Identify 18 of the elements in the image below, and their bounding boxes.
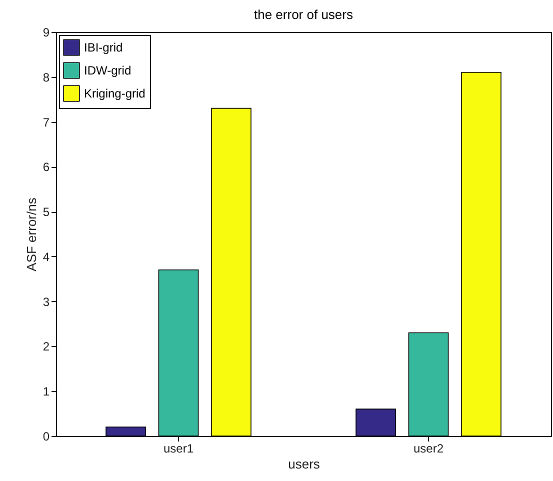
y-tick-label: 8 — [42, 70, 50, 84]
y-axis-title: ASF error/ns — [24, 197, 39, 272]
x-tick-label: user2 — [413, 442, 444, 456]
y-tick-label: 2 — [42, 340, 50, 354]
x-axis-title: users — [288, 456, 320, 472]
legend-label: IBI-grid — [84, 40, 123, 54]
x-tick-label: user1 — [163, 442, 194, 456]
y-tick-label: 4 — [42, 250, 50, 264]
y-tick-label: 1 — [42, 384, 50, 399]
y-tick-label: 9 — [42, 26, 50, 40]
y-tick-label: 7 — [42, 115, 50, 130]
y-tick-label: 0 — [42, 430, 50, 444]
legend-label: Kriging-grid — [84, 86, 146, 100]
y-tick-label: 6 — [42, 160, 50, 174]
legend-label: IDW-grid — [84, 64, 132, 78]
chart-title: the error of users — [254, 7, 354, 22]
y-tick-label: 5 — [42, 205, 50, 220]
y-tick-label: 3 — [42, 294, 50, 309]
